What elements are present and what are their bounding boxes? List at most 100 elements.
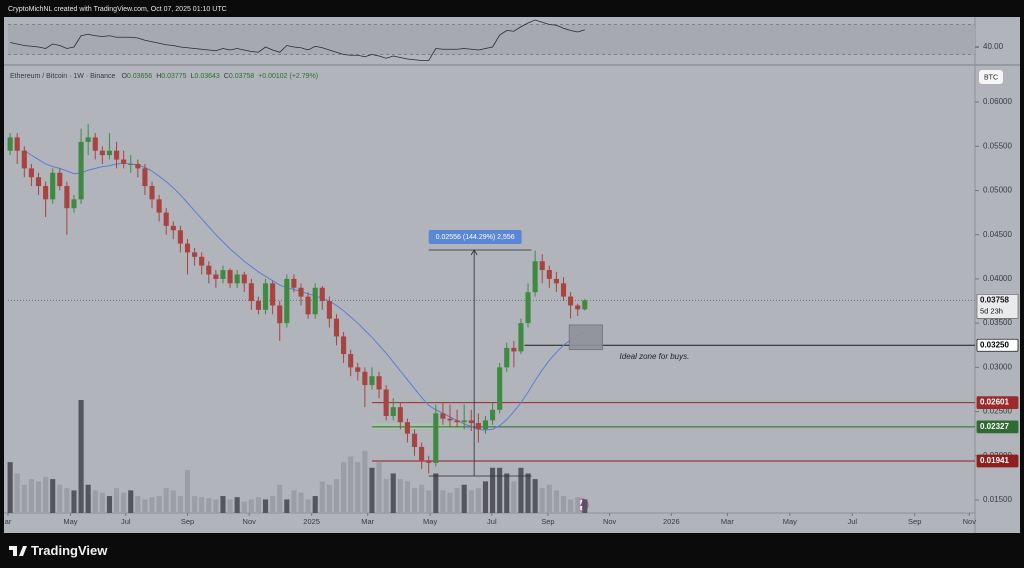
- volume-bar: [553, 490, 559, 513]
- volume-bar: [319, 481, 325, 513]
- volume-bar: [248, 499, 254, 513]
- candle-body: [128, 163, 134, 165]
- volume-bar: [227, 499, 233, 513]
- rsi-line: [10, 19, 585, 61]
- volume-bar: [14, 473, 20, 513]
- candle-body: [454, 420, 460, 423]
- y-tick-label: 0.03000: [983, 362, 1012, 371]
- volume-bar: [57, 484, 63, 513]
- candle-body: [440, 413, 446, 419]
- candle-body: [497, 367, 503, 410]
- volume-bar: [106, 496, 113, 513]
- level-label: 0.02601: [980, 398, 1009, 407]
- candle-body: [92, 137, 98, 151]
- volume-bar: [575, 497, 581, 513]
- level-badge: [976, 420, 1019, 434]
- candle-body: [21, 150, 27, 169]
- volume-bar: [355, 462, 361, 513]
- candle-body: [568, 296, 574, 306]
- candle-body: [199, 256, 205, 266]
- candle-body: [35, 177, 42, 187]
- level-label: 0.01941: [980, 456, 1009, 465]
- x-tick-label: Mar: [721, 517, 734, 526]
- candle-body: [57, 172, 63, 187]
- currency-button[interactable]: [979, 70, 1003, 84]
- x-tick-label: 2026: [663, 517, 680, 526]
- volume-bar: [518, 467, 524, 513]
- candle-body: [43, 186, 49, 200]
- volume-bar: [128, 490, 134, 513]
- candle-body: [319, 287, 325, 302]
- currency-button-label[interactable]: BTC: [984, 74, 998, 81]
- candle-body: [213, 274, 219, 279]
- candle-body: [284, 278, 290, 324]
- volume-bar: [64, 488, 70, 513]
- range-box: [371, 423, 465, 430]
- volume-bar: [532, 479, 538, 513]
- volume-bar: [298, 492, 304, 513]
- measure-arrowhead: [470, 249, 478, 256]
- volume-bar: [326, 484, 332, 513]
- level-badge: [976, 338, 1019, 352]
- candle-body: [121, 159, 127, 164]
- x-tick-label: Jul: [121, 517, 131, 526]
- candle-body: [383, 389, 389, 416]
- x-tick-label: Sep: [541, 517, 554, 526]
- volume-bar: [192, 496, 198, 513]
- last-price-badge: [976, 294, 1019, 319]
- measure-badge: [428, 230, 522, 245]
- volume-bar: [85, 484, 91, 513]
- volume-bar: [390, 473, 396, 513]
- candle-body: [270, 283, 276, 306]
- candle-body: [447, 418, 453, 421]
- volume-bar: [213, 499, 219, 513]
- volume-bar: [163, 488, 169, 513]
- ohlc-prefix: O: [121, 73, 127, 80]
- volume-bar: [568, 499, 574, 513]
- candle-body: [234, 274, 240, 284]
- ohlc-value: 0.03656: [127, 73, 152, 80]
- volume-bar: [582, 499, 588, 513]
- x-tick-label: May: [783, 517, 797, 526]
- moving-average: [24, 150, 586, 431]
- level-label: 0.03250: [980, 340, 1009, 349]
- candle-body: [404, 422, 410, 434]
- candle-body: [369, 376, 375, 386]
- volume-bar: [362, 450, 368, 513]
- volume-bar: [560, 496, 567, 513]
- candle-body: [177, 230, 183, 244]
- candle-body: [539, 261, 545, 271]
- x-tick-label: Jul: [847, 517, 857, 526]
- volume-bar: [50, 479, 56, 513]
- volume-bar: [21, 484, 27, 513]
- candle-body: [142, 168, 148, 187]
- candle-body: [241, 274, 247, 284]
- x-tick-label: Nov: [963, 517, 977, 526]
- candle-body: [28, 168, 34, 178]
- symbol: Ethereum / Bitcoin · 1W · Binance: [10, 73, 116, 80]
- candle-body: [64, 186, 70, 209]
- volume-bar: [482, 481, 489, 513]
- candle-body: [355, 367, 361, 372]
- volume-bar: [92, 490, 98, 513]
- volume-bar: [475, 488, 481, 513]
- volume-bar: [369, 467, 375, 513]
- x-tick-label: ar: [5, 517, 12, 526]
- volume-bar: [525, 473, 531, 513]
- x-tick-label: Jul: [487, 517, 497, 526]
- volume-bar: [35, 481, 42, 513]
- candle-body: [553, 278, 559, 284]
- ohlc-legend: Ethereum / Bitcoin · 1W · Binance O0.0365…: [10, 73, 318, 80]
- candle-body: [220, 270, 226, 279]
- y-tick-label: 0.03500: [983, 318, 1012, 327]
- volume-bar: [419, 484, 425, 513]
- volume-bar: [490, 467, 496, 513]
- volume-bar: [199, 497, 205, 513]
- volume-bar: [426, 490, 432, 513]
- candle-body: [192, 252, 198, 257]
- volume-bar: [454, 488, 460, 513]
- candle-body: [333, 318, 340, 337]
- ohlc-value: 0.03758: [229, 73, 254, 80]
- volume-bar: [341, 462, 347, 513]
